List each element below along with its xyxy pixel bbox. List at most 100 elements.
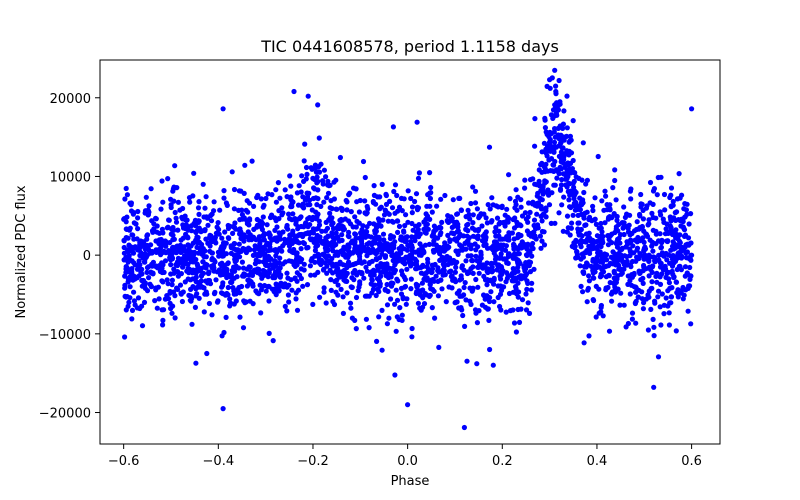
data-points: [121, 67, 695, 431]
scatter-point: [619, 220, 625, 226]
scatter-point: [198, 273, 205, 279]
scatter-point: [426, 266, 432, 272]
scatter-point: [535, 200, 542, 206]
scatter-point: [680, 284, 686, 291]
scatter-point: [505, 251, 511, 257]
scatter-point: [265, 272, 271, 278]
scatter-point: [462, 240, 468, 246]
scatter-point: [272, 269, 278, 275]
scatter-point: [469, 257, 475, 264]
scatter-point: [568, 225, 575, 231]
scatter-point: [276, 208, 282, 214]
scatter-point: [202, 205, 208, 211]
scatter-point: [222, 292, 229, 298]
scatter-point: [172, 315, 178, 321]
scatter-point: [625, 320, 632, 327]
scatter-point: [229, 279, 235, 285]
scatter-point: [677, 254, 684, 260]
scatter-point: [664, 238, 671, 245]
scatter-point: [122, 196, 128, 202]
scatter-point: [232, 241, 238, 247]
scatter-point: [349, 315, 355, 321]
scatter-point: [635, 294, 641, 300]
scatter-point: [200, 181, 206, 187]
scatter-point: [554, 112, 560, 118]
scatter-point: [484, 220, 490, 226]
scatter-point: [484, 282, 490, 288]
scatter-point: [472, 200, 479, 206]
scatter-point: [611, 268, 617, 274]
scatter-point: [559, 177, 565, 183]
scatter-point: [607, 280, 613, 286]
scatter-point: [313, 226, 319, 232]
scatter-point: [223, 314, 229, 320]
scatter-point: [641, 228, 647, 234]
scatter-point: [524, 252, 530, 259]
scatter-point: [354, 199, 360, 205]
scatter-point: [662, 266, 669, 272]
scatter-point: [203, 194, 209, 200]
scatter-point: [622, 214, 629, 220]
scatter-point: [538, 245, 544, 251]
scatter-point: [418, 264, 424, 270]
scatter-point: [592, 195, 598, 201]
scatter-point: [377, 206, 383, 212]
scatter-point: [377, 240, 383, 246]
scatter-point: [200, 246, 206, 252]
scatter-point: [429, 305, 435, 311]
scatter-point: [559, 202, 565, 208]
scatter-point: [247, 298, 253, 304]
scatter-point: [523, 216, 530, 222]
scatter-point: [668, 192, 674, 198]
scatter-point: [293, 290, 299, 296]
scatter-point: [618, 267, 625, 273]
scatter-point: [667, 223, 673, 229]
scatter-point: [246, 222, 252, 228]
scatter-point: [322, 245, 328, 251]
scatter-point: [231, 206, 237, 212]
scatter-point: [511, 242, 517, 248]
scatter-point: [408, 195, 414, 202]
scatter-point: [642, 252, 648, 258]
scatter-point: [442, 247, 449, 253]
scatter-point: [647, 179, 654, 186]
scatter-point: [511, 225, 518, 231]
scatter-point: [578, 226, 584, 233]
scatter-point: [277, 195, 283, 201]
scatter-point: [392, 372, 398, 378]
scatter-point: [678, 223, 684, 229]
scatter-point: [649, 279, 655, 285]
scatter-point: [412, 256, 418, 262]
scatter-point: [599, 257, 605, 263]
scatter-point: [170, 245, 176, 251]
scatter-point: [437, 277, 444, 283]
scatter-point: [634, 254, 640, 260]
scatter-point: [344, 264, 350, 271]
scatter-point: [515, 235, 521, 241]
scatter-point: [430, 247, 437, 253]
scatter-point: [489, 218, 495, 224]
scatter-point: [339, 206, 345, 212]
scatter-point: [615, 236, 621, 242]
scatter-point: [556, 210, 562, 216]
scatter-point: [342, 216, 348, 222]
scatter-point: [219, 284, 225, 290]
x-tick-label: −0.2: [297, 454, 329, 469]
scatter-point: [547, 85, 553, 91]
scatter-point: [394, 276, 400, 282]
scatter-point: [273, 218, 279, 224]
scatter-point: [567, 189, 573, 195]
scatter-point: [234, 288, 240, 294]
scatter-point: [258, 287, 264, 293]
scatter-point: [433, 242, 439, 248]
scatter-point: [599, 229, 605, 235]
scatter-point: [293, 238, 299, 245]
scatter-point: [256, 267, 262, 273]
scatter-point: [194, 244, 200, 250]
scatter-point: [655, 294, 661, 300]
scatter-point: [131, 236, 137, 242]
scatter-point: [409, 234, 415, 240]
scatter-point: [495, 294, 501, 301]
x-tick-label: 0.0: [397, 454, 418, 469]
scatter-point: [277, 265, 283, 271]
